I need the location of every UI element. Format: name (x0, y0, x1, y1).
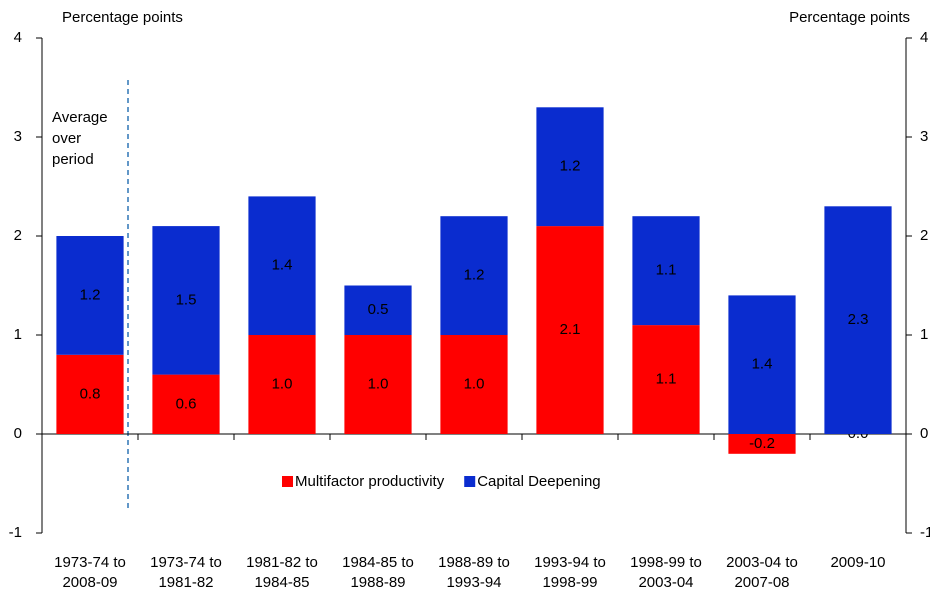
value-label: 2.3 (848, 311, 869, 328)
bar-segment (632, 325, 700, 434)
value-label: 1.2 (80, 286, 101, 303)
x-tick-label: 2003-04 (638, 574, 693, 591)
legend-swatch (282, 476, 293, 487)
annotation: period (52, 151, 94, 168)
bar-segment (824, 206, 892, 434)
value-label: 1.4 (272, 257, 293, 274)
bar-segment (56, 236, 124, 355)
x-tick-label: 1988-89 to (438, 554, 510, 571)
x-tick-label: 2009-10 (830, 554, 885, 571)
y-tick-label: 4 (14, 29, 22, 46)
bar-segment (440, 216, 508, 335)
value-label: 1.4 (752, 356, 773, 373)
value-label: 1.0 (464, 375, 485, 392)
x-tick-label: 1998-99 to (630, 554, 702, 571)
bar-segment (728, 295, 796, 434)
legend-label: Multifactor productivity (295, 473, 445, 490)
x-tick-label: 2007-08 (734, 574, 789, 591)
value-label: 0.5 (368, 301, 389, 318)
x-tick-label: 1998-99 (542, 574, 597, 591)
value-label: 1.5 (176, 291, 197, 308)
y2-tick-label: 3 (920, 128, 928, 145)
x-tick-label: 1973-74 to (150, 554, 222, 571)
value-label: 1.0 (368, 375, 389, 392)
bar-segment (56, 354, 124, 434)
y-tick-label: -1 (9, 524, 22, 541)
x-tick-label: 2003-04 to (726, 554, 798, 571)
bar-segment (344, 335, 412, 434)
legend-label: Capital Deepening (477, 473, 600, 490)
bar-segment (152, 226, 220, 375)
y2-tick-label: -1 (920, 524, 930, 541)
y2-tick-label: 4 (920, 29, 928, 46)
value-label: 1.0 (272, 375, 293, 392)
y2-tick-label: 0 (920, 425, 928, 442)
x-tick-label: 1981-82 (158, 574, 213, 591)
x-tick-label: 2008-09 (62, 574, 117, 591)
y-tick-label: 3 (14, 128, 22, 145)
value-label: 0.8 (80, 385, 101, 402)
y-tick-label: 2 (14, 227, 22, 244)
y-tick-label: 0 (14, 425, 22, 442)
bar-segment (248, 196, 316, 335)
y-tick-label: 1 (14, 326, 22, 343)
y2-tick-label: 1 (920, 326, 928, 343)
bar-segment (536, 226, 604, 434)
value-label: 1.1 (656, 262, 677, 279)
value-label: 0.6 (176, 395, 197, 412)
value-label: 1.2 (464, 267, 485, 284)
value-label: 1.2 (560, 158, 581, 175)
x-tick-label: 1993-94 to (534, 554, 606, 571)
y-axis-label: Percentage points (62, 9, 183, 26)
bar-segment (440, 335, 508, 434)
x-tick-label: 1984-85 to (342, 554, 414, 571)
bar-segment (248, 335, 316, 434)
legend-swatch (464, 476, 476, 487)
bar-segment (152, 374, 220, 434)
annotation: Average (52, 109, 108, 126)
y2-axis-label: Percentage points (789, 9, 910, 26)
value-label: -0.2 (749, 435, 775, 452)
x-tick-label: 1981-82 to (246, 554, 318, 571)
value-label: 1.1 (656, 371, 677, 388)
bar-segment (536, 107, 604, 227)
bar-segment (632, 216, 700, 326)
x-tick-label: 1988-89 (350, 574, 405, 591)
y2-tick-label: 2 (920, 227, 928, 244)
value-label: 2.1 (560, 321, 581, 338)
x-tick-label: 1984-85 (254, 574, 309, 591)
x-tick-label: 1973-74 to (54, 554, 126, 571)
annotation: over (52, 130, 81, 147)
bar-segment (728, 434, 796, 454)
bar-segment (344, 285, 412, 335)
x-tick-label: 1993-94 (446, 574, 501, 591)
